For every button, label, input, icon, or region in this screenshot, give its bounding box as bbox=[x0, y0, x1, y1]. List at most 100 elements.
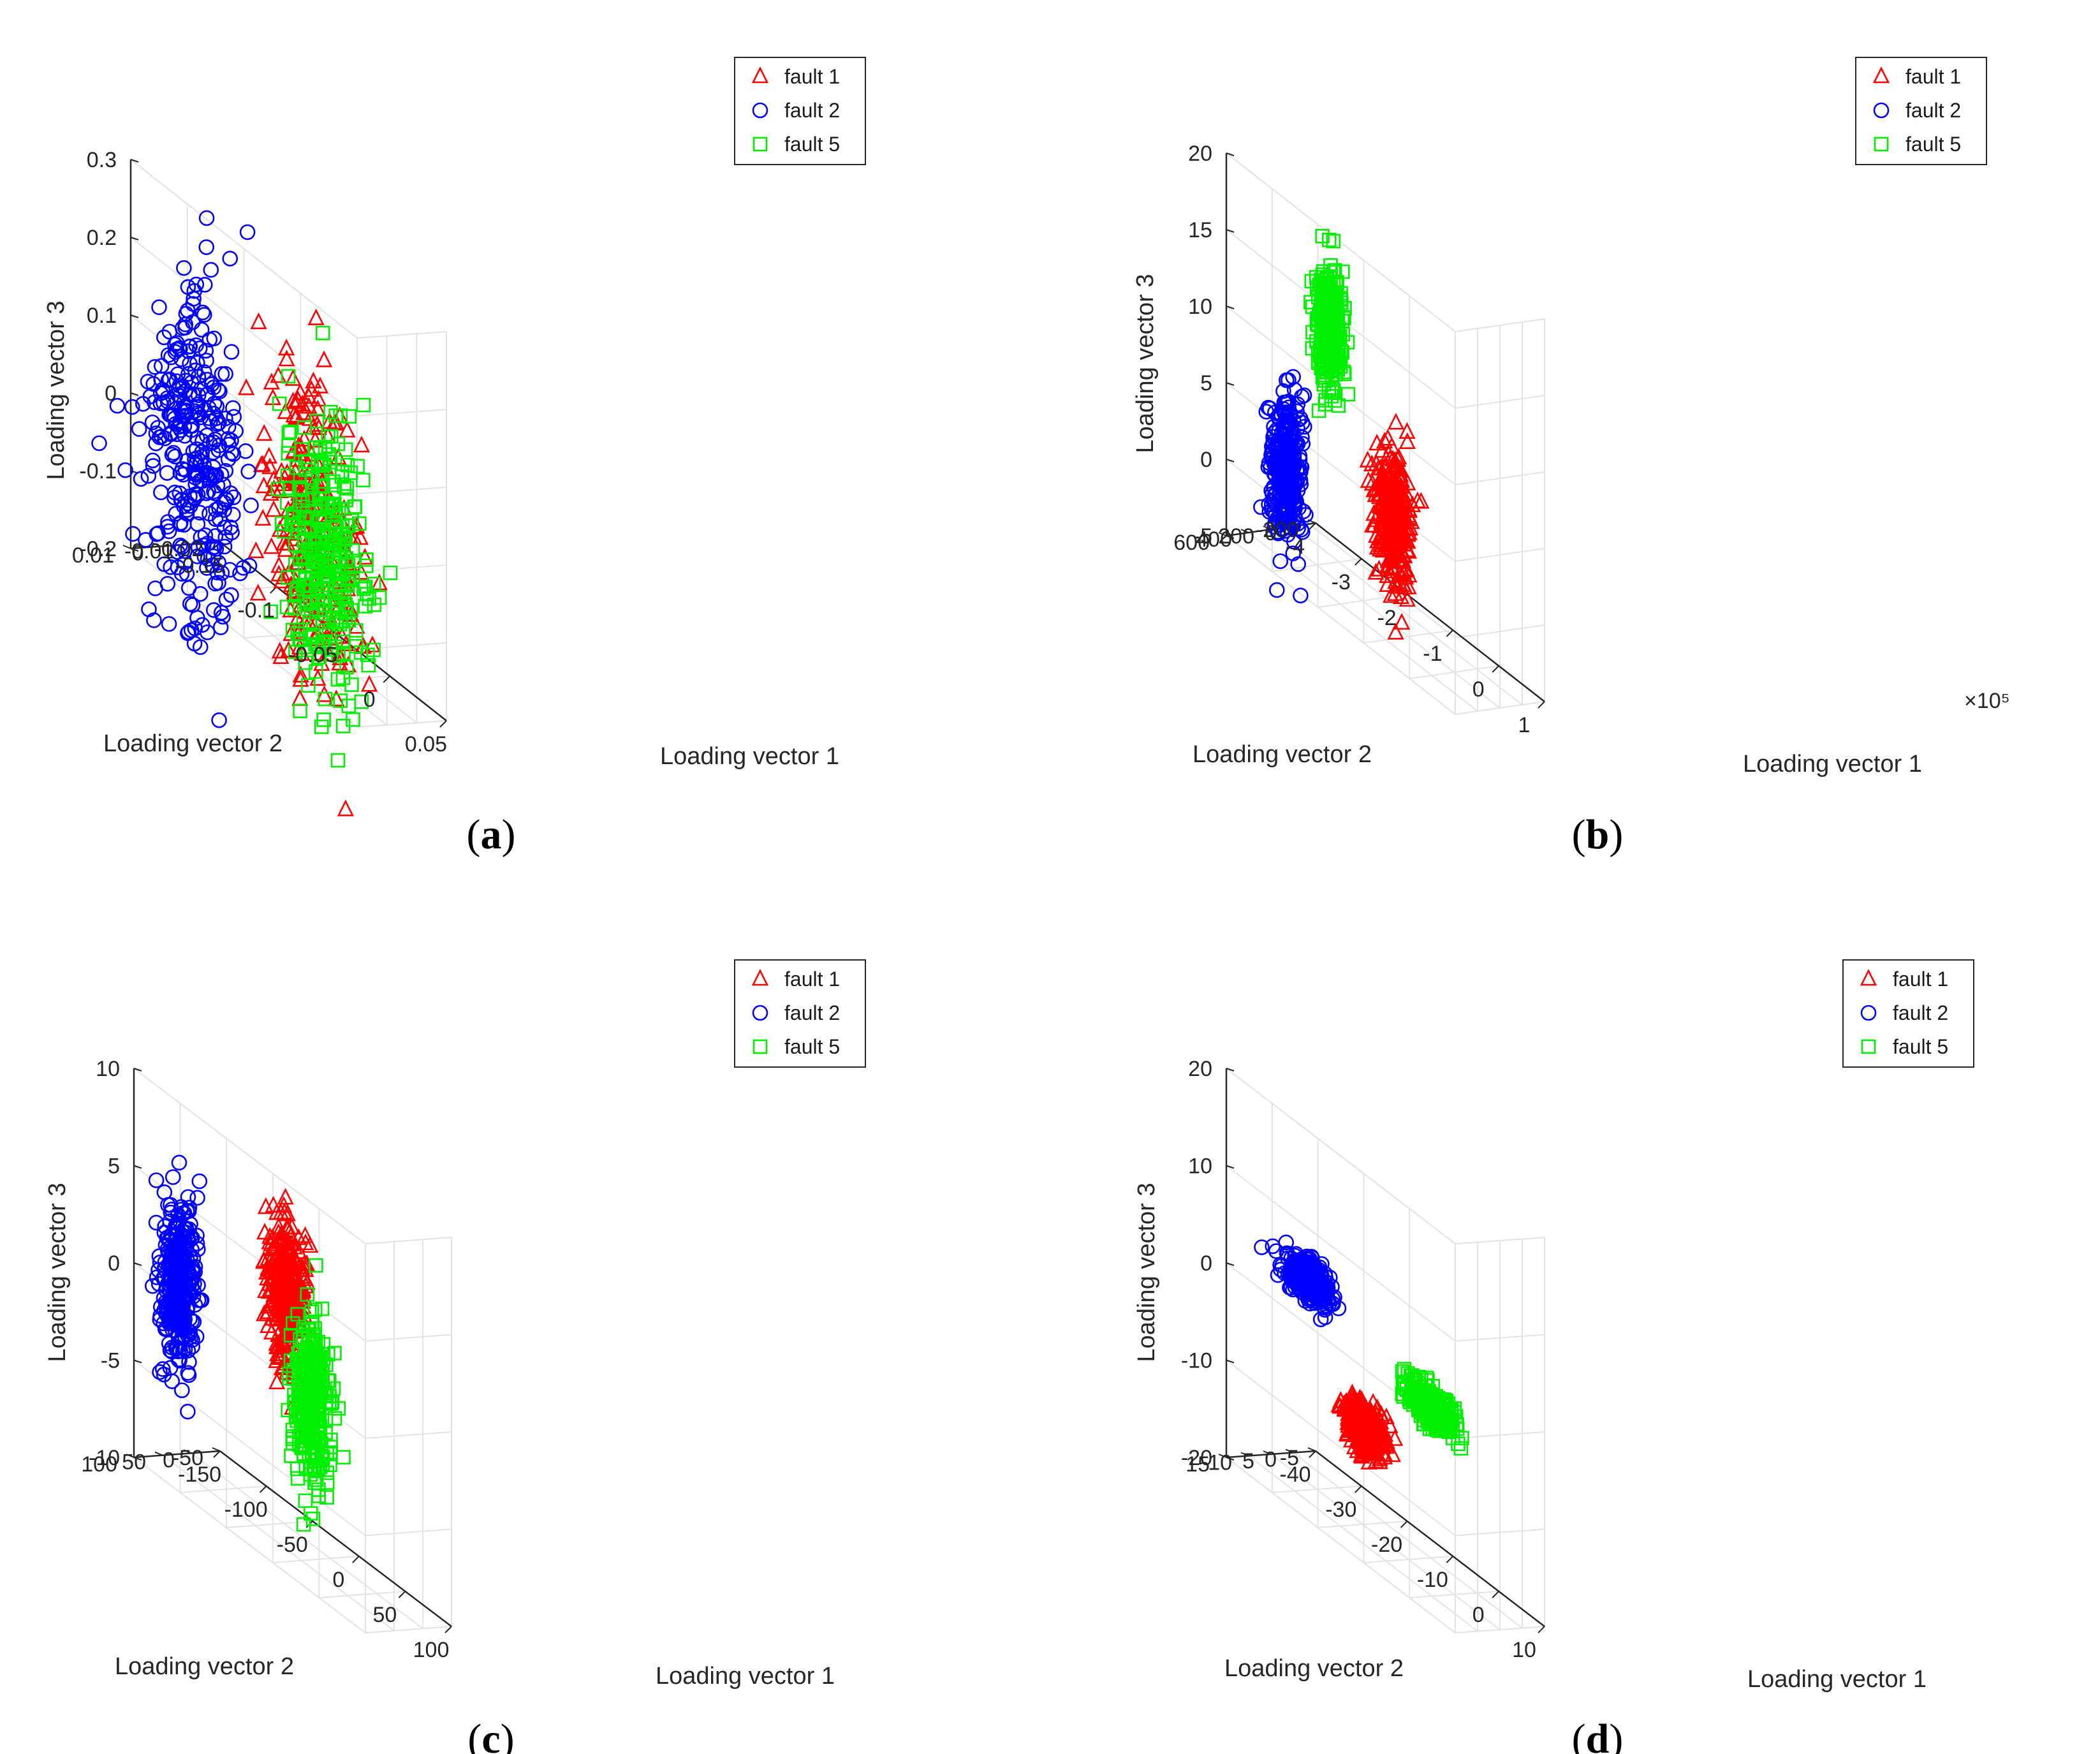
data-point bbox=[1396, 1389, 1411, 1404]
data-point bbox=[193, 1292, 209, 1309]
data-point bbox=[247, 541, 265, 559]
data-point bbox=[292, 665, 309, 683]
data-point bbox=[209, 564, 225, 580]
x-axis-label: Loading vector 1 bbox=[656, 1663, 835, 1690]
data-point bbox=[1395, 551, 1412, 568]
legend-marker-square bbox=[753, 1039, 768, 1054]
x-tick-label: -2 bbox=[1377, 606, 1396, 630]
data-point bbox=[1407, 1393, 1422, 1408]
data-points-a bbox=[91, 210, 398, 816]
data-point bbox=[1283, 457, 1300, 474]
data-point bbox=[1254, 1239, 1270, 1255]
data-point bbox=[315, 466, 330, 482]
data-point bbox=[281, 438, 296, 453]
panel-a: -0.15-0.1-0.0500.05-0.02-0.0100.01-0.2-0… bbox=[43, 57, 866, 858]
data-point bbox=[160, 1197, 176, 1213]
data-point bbox=[177, 462, 194, 478]
data-point bbox=[1279, 1245, 1295, 1262]
data-point bbox=[220, 451, 237, 468]
data-point bbox=[217, 366, 233, 382]
z-tick-label: 15 bbox=[1188, 218, 1212, 242]
data-point bbox=[1399, 589, 1416, 607]
data-point bbox=[304, 1401, 319, 1417]
legend-label: fault 5 bbox=[1893, 1035, 1948, 1058]
data-point bbox=[238, 378, 255, 395]
data-point bbox=[338, 442, 353, 457]
x-tick-label: -4 bbox=[1286, 534, 1305, 559]
data-point bbox=[326, 610, 341, 625]
data-point bbox=[1323, 269, 1338, 284]
data-point bbox=[321, 1373, 337, 1389]
data-point bbox=[1314, 272, 1330, 288]
data-point bbox=[1303, 295, 1318, 309]
data-point bbox=[312, 444, 327, 459]
data-point bbox=[117, 462, 133, 478]
z-tick-label: -5 bbox=[101, 1349, 120, 1373]
data-point bbox=[177, 316, 194, 332]
z-tick-label: 20 bbox=[1188, 1057, 1212, 1081]
data-point bbox=[168, 506, 184, 522]
data-point bbox=[327, 1411, 342, 1426]
z-tick-label: -5 bbox=[1193, 524, 1212, 549]
grid-line bbox=[1270, 529, 1501, 709]
z-tick-label: -0.2 bbox=[79, 537, 117, 561]
data-point bbox=[264, 1291, 281, 1308]
legend-marker-triangle bbox=[751, 66, 769, 84]
z-tick-label: 10 bbox=[1188, 295, 1212, 319]
data-point bbox=[323, 404, 338, 420]
z-tick-label: 20 bbox=[1188, 142, 1212, 166]
z-tick-label: 5 bbox=[108, 1154, 120, 1179]
data-point bbox=[298, 1493, 313, 1508]
x-tick-mark bbox=[1400, 1521, 1408, 1528]
data-point bbox=[281, 570, 295, 585]
data-point bbox=[164, 1343, 180, 1360]
data-point bbox=[301, 542, 316, 557]
data-point bbox=[145, 452, 161, 469]
data-point bbox=[208, 410, 224, 427]
data-point bbox=[300, 1352, 315, 1367]
series-fault-5 bbox=[281, 1258, 351, 1532]
data-points-c bbox=[144, 1154, 351, 1532]
data-point bbox=[1279, 501, 1295, 518]
x-tick-label: -20 bbox=[1371, 1533, 1402, 1557]
data-point bbox=[256, 424, 273, 441]
data-point bbox=[367, 597, 382, 612]
legend-marker-square bbox=[753, 136, 768, 152]
data-point bbox=[180, 365, 196, 382]
data-point bbox=[1399, 432, 1416, 450]
data-point bbox=[171, 1212, 187, 1228]
data-point bbox=[298, 594, 314, 609]
data-point bbox=[166, 1290, 182, 1306]
z-tick-mark bbox=[1226, 535, 1235, 539]
data-point bbox=[284, 369, 302, 386]
grid-line bbox=[191, 1452, 423, 1630]
data-point bbox=[281, 369, 296, 384]
data-point bbox=[350, 459, 365, 474]
data-point bbox=[163, 349, 179, 365]
grid-line bbox=[365, 1626, 452, 1633]
data-point bbox=[302, 1412, 317, 1427]
data-point bbox=[342, 409, 356, 424]
data-points-d bbox=[1254, 1234, 1469, 1470]
data-point bbox=[163, 1202, 180, 1218]
data-point bbox=[311, 1461, 326, 1476]
caption-letter: d bbox=[1586, 1716, 1610, 1754]
data-point bbox=[124, 399, 140, 415]
series-fault-5 bbox=[1303, 228, 1356, 418]
data-point bbox=[1325, 331, 1340, 346]
data-point bbox=[353, 436, 371, 453]
data-point bbox=[1377, 1407, 1395, 1424]
data-point bbox=[1270, 1267, 1286, 1283]
data-point bbox=[1382, 520, 1399, 538]
grid-line bbox=[1270, 1454, 1501, 1630]
x-tick-mark bbox=[1538, 701, 1545, 709]
data-point bbox=[1453, 1441, 1469, 1456]
x-tick-mark bbox=[259, 1485, 267, 1493]
data-point bbox=[354, 695, 369, 709]
data-point bbox=[1278, 1234, 1295, 1251]
y-tick-label: -200 bbox=[1256, 518, 1299, 542]
data-point bbox=[203, 262, 219, 278]
data-point bbox=[310, 390, 327, 407]
